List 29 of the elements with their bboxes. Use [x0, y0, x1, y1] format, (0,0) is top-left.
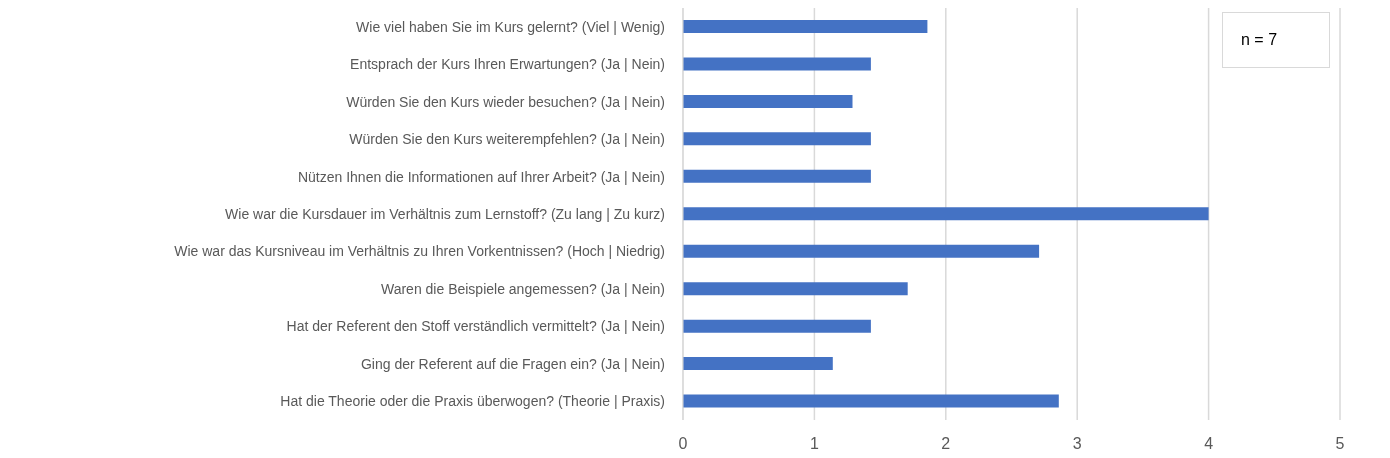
bar: [683, 20, 928, 33]
y-tick-label: Würden Sie den Kurs wieder besuchen? (Ja | Nein): [346, 93, 665, 110]
x-tick-label: 4: [1204, 435, 1214, 453]
bar: [683, 357, 833, 371]
y-tick-label: Hat die Theorie oder die Praxis überwogen? (Theorie | Praxis): [280, 393, 665, 410]
y-tick-label: Wie war die Kursdauer im Verhältnis zum Lernstoff? (Zu lang | Zu kurz): [225, 205, 665, 222]
y-tick-label: Entsprach der Kurs Ihren Erwartungen? (Ja | Nein): [350, 56, 665, 73]
y-tick-label: Nützen Ihnen die Informationen auf Ihrer Arbeit? (Ja | Nein): [297, 168, 665, 185]
y-tick-label: Wie viel haben Sie im Kurs gelernt? (Viel | Wenig): [356, 18, 665, 35]
x-tick-label: 3: [1072, 435, 1082, 453]
y-tick-label: Wie war das Kursniveau im Verhältnis zu Ihren Vorkentnissen? (Hoch | Niedrig): [174, 243, 665, 260]
y-tick-label: Ging der Referent auf die Fragen ein? (Ja | Nein): [360, 355, 665, 372]
x-tick-label: 1: [809, 435, 819, 453]
bar: [683, 244, 1040, 258]
bar: [683, 132, 871, 146]
y-tick-label: Waren die Beispiele angemessen? (Ja | Nein): [380, 280, 665, 297]
note-box: n = 7: [1222, 12, 1330, 68]
bar: [683, 57, 871, 71]
bar: [683, 394, 1059, 408]
x-tick-label: 2: [941, 435, 951, 453]
bar: [683, 207, 1209, 221]
bar: [683, 319, 871, 333]
y-tick-label: Würden Sie den Kurs weiterempfehlen? (Ja | Nein): [349, 131, 665, 148]
bar: [683, 94, 853, 108]
x-tick-label: 5: [1335, 435, 1345, 453]
x-tick-label: 0: [678, 435, 688, 453]
bar: [683, 282, 908, 296]
bar: [683, 169, 871, 183]
y-tick-label: Hat der Referent den Stoff verständlich vermittelt? (Ja | Nein): [286, 318, 665, 335]
